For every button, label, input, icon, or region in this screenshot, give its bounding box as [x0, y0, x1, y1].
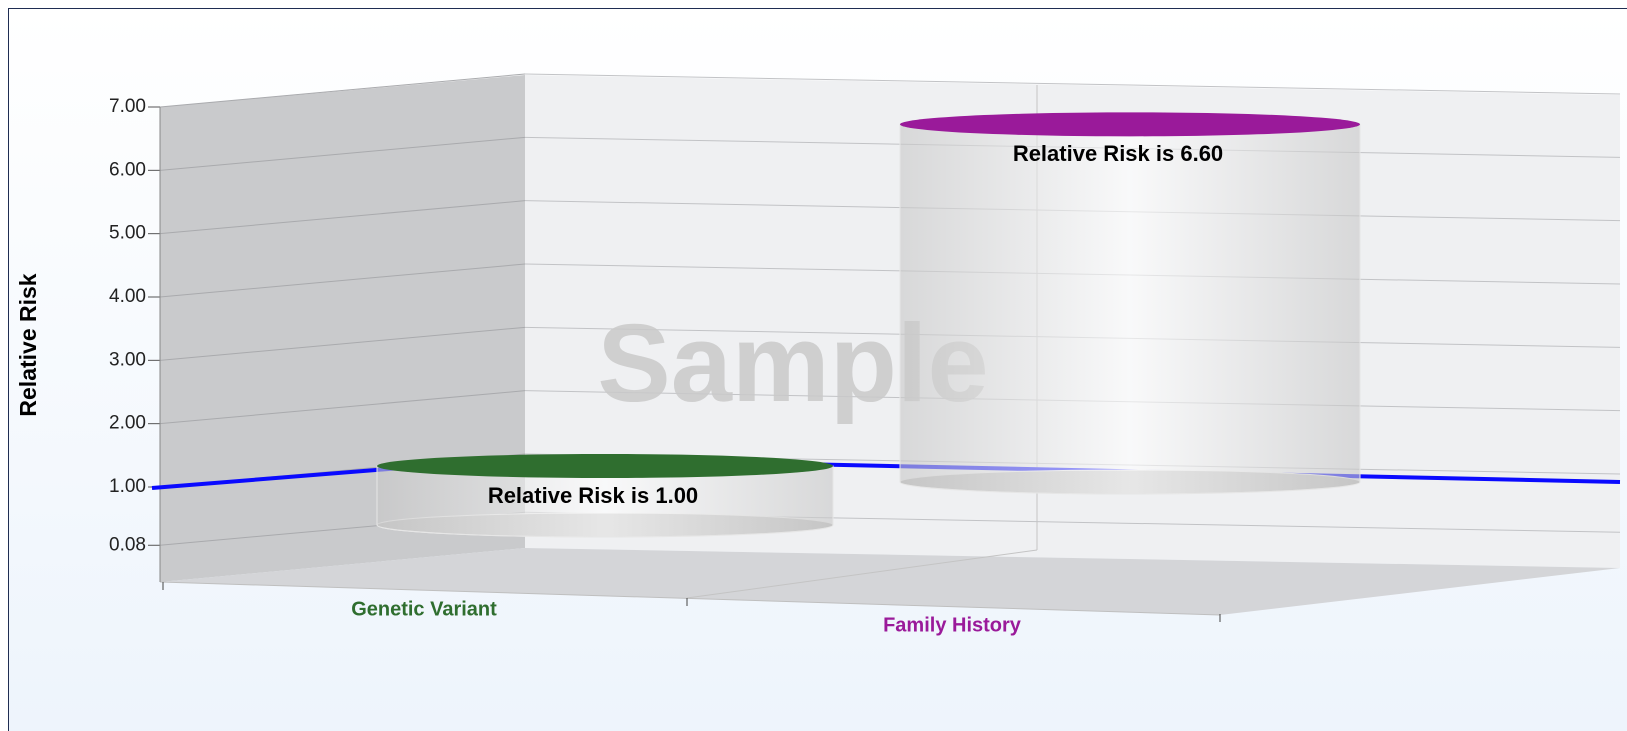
bar	[376, 465, 834, 538]
grid-line	[159, 73, 526, 108]
bar	[899, 123, 1361, 495]
cylinder-top	[377, 454, 833, 478]
y-tick-label: 4.00	[109, 286, 146, 307]
y-tick-label: 1.00	[109, 476, 146, 497]
floor	[160, 548, 1620, 615]
floor-front	[159, 581, 1221, 616]
y-tick-label: 0.08	[109, 534, 146, 555]
x-tick-label: Genetic Variant	[351, 598, 497, 620]
y-tick-label: 3.00	[109, 349, 146, 370]
grid-line	[524, 73, 1621, 95]
cylinder-top	[900, 112, 1360, 137]
y-tick-label: 5.00	[109, 223, 146, 244]
floor-divider	[686, 549, 1038, 599]
y-tick-label: 7.00	[109, 96, 146, 117]
y-tick-label: 6.00	[109, 159, 146, 180]
left-wall	[160, 75, 525, 582]
x-tick-label: Family History	[883, 614, 1022, 636]
y-axis-label: Relative Risk	[15, 273, 41, 416]
grid-line	[159, 200, 526, 235]
data-label: Relative Risk is 6.60	[1013, 141, 1223, 166]
grid-line	[159, 136, 526, 171]
grid-line	[159, 390, 526, 425]
y-tick-label: 2.00	[109, 413, 146, 434]
grid-line	[159, 263, 526, 298]
data-label: Relative Risk is 1.00	[488, 483, 698, 508]
grid-line	[159, 326, 526, 361]
